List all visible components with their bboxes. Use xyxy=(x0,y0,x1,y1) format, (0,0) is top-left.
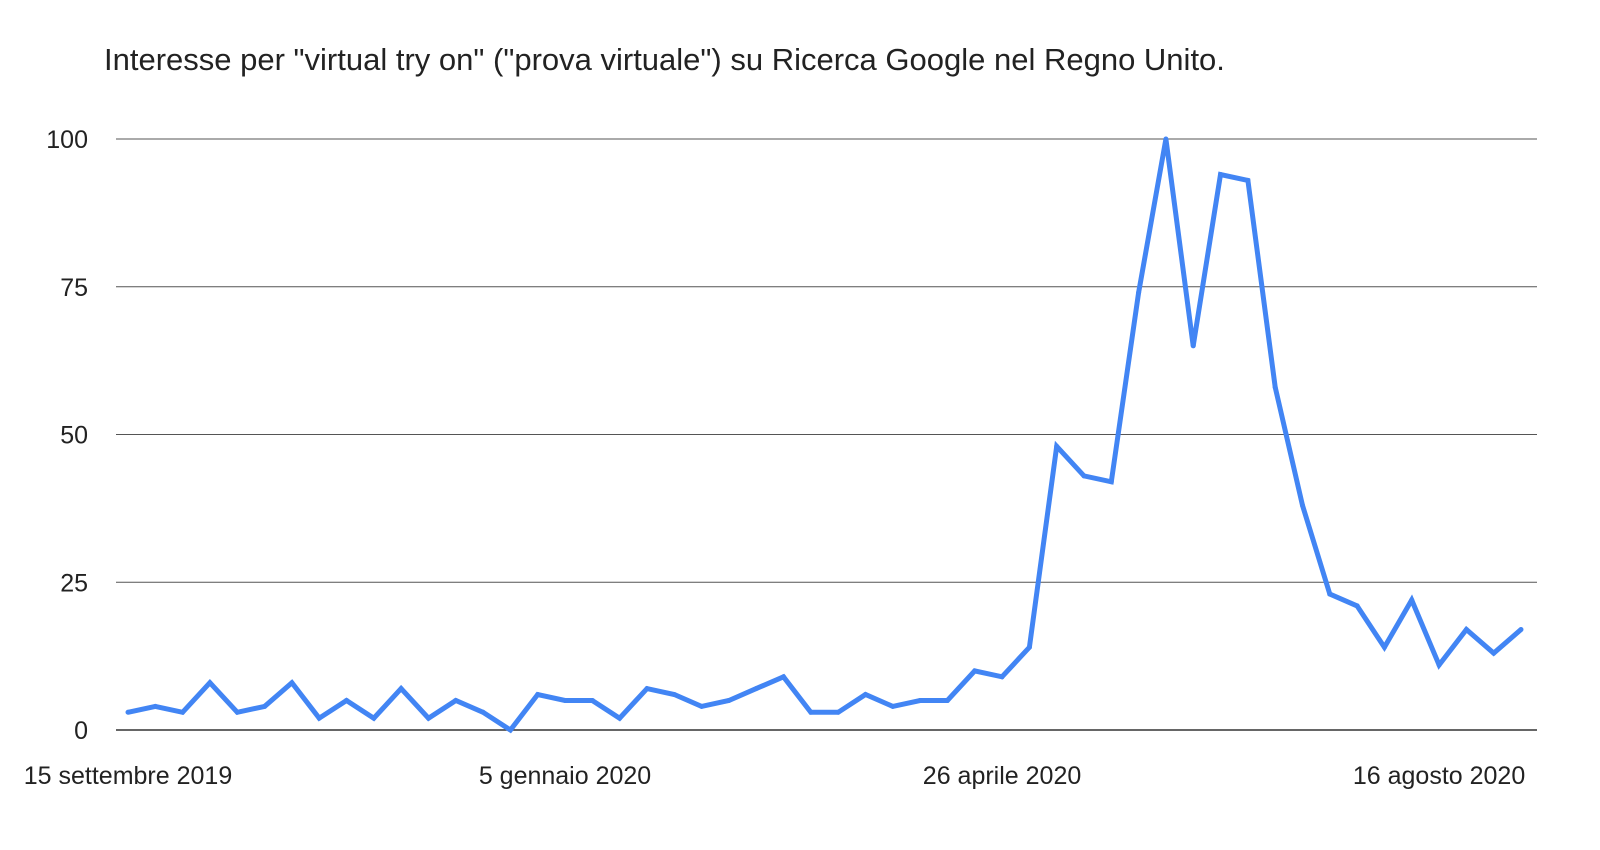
data-point xyxy=(1081,473,1087,479)
data-point xyxy=(398,686,404,692)
data-point xyxy=(1108,479,1114,485)
data-point xyxy=(1381,644,1387,650)
x-tick-label: 15 settembre 2019 xyxy=(24,762,232,790)
data-point xyxy=(1272,384,1278,390)
data-point xyxy=(944,697,950,703)
data-point xyxy=(808,709,814,715)
data-point xyxy=(972,668,978,674)
data-point xyxy=(262,703,268,709)
data-point xyxy=(1190,343,1196,349)
data-point xyxy=(316,715,322,721)
data-point xyxy=(507,727,513,733)
data-point xyxy=(1436,662,1442,668)
gridlines xyxy=(116,138,1537,731)
data-point xyxy=(1026,644,1032,650)
data-point xyxy=(289,680,295,686)
data-point xyxy=(344,697,350,703)
data-point xyxy=(562,697,568,703)
data-point xyxy=(1054,443,1060,449)
data-point xyxy=(1218,171,1224,177)
data-point xyxy=(1299,502,1305,508)
data-point xyxy=(617,715,623,721)
x-tick-label: 16 agosto 2020 xyxy=(1353,762,1525,790)
data-point xyxy=(125,709,131,715)
data-point xyxy=(781,674,787,680)
data-point xyxy=(753,686,759,692)
y-tick-label: 0 xyxy=(74,717,88,745)
data-point xyxy=(152,703,158,709)
data-point xyxy=(917,697,923,703)
data-point xyxy=(671,692,677,698)
data-point xyxy=(999,674,1005,680)
data-point xyxy=(835,709,841,715)
data-point xyxy=(180,709,186,715)
data-point xyxy=(1245,177,1251,183)
data-point xyxy=(726,697,732,703)
data-point xyxy=(1518,627,1524,633)
data-point xyxy=(890,703,896,709)
data-point xyxy=(644,686,650,692)
chart-title: Interesse per "virtual try on" ("prova v… xyxy=(104,42,1225,77)
y-tick-label: 75 xyxy=(60,274,88,302)
data-point xyxy=(371,715,377,721)
data-point xyxy=(1409,597,1415,603)
data-point xyxy=(1354,603,1360,609)
data-point xyxy=(1163,136,1169,142)
data-point xyxy=(699,703,705,709)
x-tick-label: 26 aprile 2020 xyxy=(923,762,1081,790)
data-point xyxy=(425,715,431,721)
data-point xyxy=(589,697,595,703)
data-point xyxy=(1463,627,1469,633)
data-point xyxy=(234,709,240,715)
data-point xyxy=(862,692,868,698)
y-tick-label: 50 xyxy=(60,422,88,450)
data-point xyxy=(207,680,213,686)
data-point xyxy=(1327,591,1333,597)
y-tick-label: 100 xyxy=(46,126,88,154)
x-tick-label: 5 gennaio 2020 xyxy=(479,762,651,790)
series-lines xyxy=(125,136,1524,734)
data-point xyxy=(535,692,541,698)
data-point xyxy=(1491,650,1497,656)
series-line xyxy=(127,138,1523,734)
data-point xyxy=(480,709,486,715)
y-tick-label: 25 xyxy=(60,569,88,597)
data-point xyxy=(1136,290,1142,296)
x-axis-ticks: 15 settembre 2019 5 gennaio 2020 26 aprile… xyxy=(24,762,1525,790)
y-axis-ticks: 0 25 50 75 100 xyxy=(46,126,88,745)
data-point xyxy=(453,697,459,703)
